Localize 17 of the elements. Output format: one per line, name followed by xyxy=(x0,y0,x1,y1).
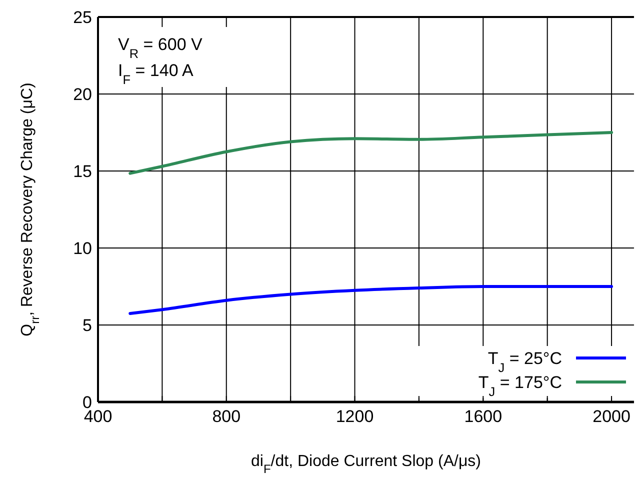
x-tick-label: 800 xyxy=(212,407,241,426)
line-series xyxy=(128,131,614,175)
annotation: I$_{F}$ = 140 A xyxy=(118,61,194,86)
line-series xyxy=(128,285,614,315)
y-tick-label: 10 xyxy=(73,239,92,258)
x-tick-label: 1600 xyxy=(464,407,502,426)
x-tick-label: 2000 xyxy=(592,407,630,426)
y-tick-label: 25 xyxy=(73,8,92,27)
x-axis-title: di$_{F}$/dt, Diode Current Slop (A/μs) xyxy=(251,453,481,476)
annotation: V$_{R}$ = 600 V xyxy=(118,35,204,60)
y-tick-label: 20 xyxy=(73,85,92,104)
x-tick-label: 400 xyxy=(84,407,112,426)
y-tick-label: 5 xyxy=(82,316,92,335)
y-tick-label: 15 xyxy=(73,162,92,181)
x-tick-label: 1200 xyxy=(336,407,374,426)
legend-label: T$_{J}$ = 175°C xyxy=(478,373,562,398)
legend-label: T$_{J}$ = 25°C xyxy=(488,349,562,374)
